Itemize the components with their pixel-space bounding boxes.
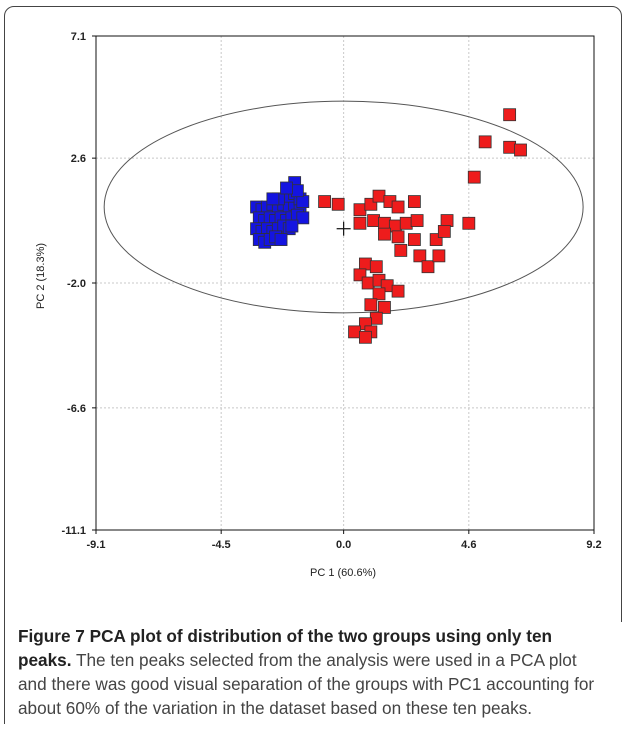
red-group-point bbox=[514, 143, 527, 157]
red-group-point bbox=[372, 189, 386, 203]
red-group-point bbox=[432, 249, 446, 263]
red-group-point bbox=[407, 195, 421, 208]
red-group-point bbox=[437, 225, 451, 238]
red-group-point bbox=[359, 257, 372, 271]
red-group-point bbox=[318, 195, 331, 208]
y-tick-label: 2.6 bbox=[71, 153, 86, 165]
red-group-point bbox=[378, 227, 391, 241]
x-tick-label: 4.6 bbox=[461, 539, 476, 551]
red-group-point bbox=[413, 249, 427, 263]
y-tick-label: -11.1 bbox=[62, 525, 86, 537]
red-group-point bbox=[361, 276, 375, 290]
pca-scatter-chart: 7.1 2.6 -2.0 -6.6 -11.1 -9.1 -4.5 0.0 4.6 9.2 PC… bbox=[35, 31, 602, 579]
red-group-point bbox=[353, 203, 367, 217]
caption-body: The ten peaks selected from the analysis… bbox=[18, 650, 595, 718]
red-group-point bbox=[331, 197, 345, 211]
red-group-point bbox=[407, 233, 421, 246]
blue-group-point bbox=[296, 211, 310, 225]
red-group-point bbox=[478, 135, 492, 149]
x-axis-label: PC 1 (60.6%) bbox=[310, 567, 376, 579]
red-group-point bbox=[394, 244, 408, 257]
figure-caption: Figure 7 PCA plot of distribution of the… bbox=[18, 624, 608, 720]
red-group-point bbox=[467, 170, 481, 184]
red-group-point bbox=[410, 214, 424, 227]
red-group-point bbox=[503, 140, 517, 154]
red-group-point bbox=[369, 311, 383, 325]
red-group-point bbox=[353, 216, 367, 230]
blue-group-point bbox=[266, 192, 280, 206]
red-group-point bbox=[503, 108, 517, 122]
panel-bottom-mask bbox=[0, 622, 629, 733]
red-group-point bbox=[378, 216, 391, 230]
red-group-point bbox=[359, 330, 372, 344]
red-group-point bbox=[391, 230, 405, 244]
blue-group-point bbox=[280, 181, 293, 195]
centroid-cross bbox=[336, 221, 351, 236]
y-tick-label: -2.0 bbox=[67, 278, 86, 290]
y-axis-ticks: 7.1 2.6 -2.0 -6.6 -11.1 bbox=[62, 31, 96, 537]
red-group-point bbox=[399, 216, 413, 230]
red-group-point bbox=[364, 298, 378, 312]
red-group-point bbox=[372, 287, 386, 301]
red-group-point bbox=[348, 325, 361, 339]
x-tick-label: -4.5 bbox=[212, 539, 231, 551]
x-tick-label: -9.1 bbox=[87, 539, 106, 551]
y-axis-label: PC 2 (18.3%) bbox=[35, 243, 47, 309]
blue-group-point bbox=[296, 195, 310, 208]
caption-title: Figure 7 PCA plot of distribution of the… bbox=[18, 626, 553, 670]
grid-lines bbox=[96, 36, 594, 530]
x-tick-label: 0.0 bbox=[336, 539, 351, 551]
data-points bbox=[250, 108, 527, 344]
x-axis-ticks: -9.1 -4.5 0.0 4.6 9.2 bbox=[87, 530, 602, 551]
red-group-point bbox=[369, 260, 383, 274]
x-tick-label: 9.2 bbox=[586, 539, 601, 551]
blue-group-point bbox=[274, 233, 288, 246]
red-group-point bbox=[440, 214, 454, 227]
red-group-point bbox=[391, 284, 405, 298]
figure-panel bbox=[4, 6, 622, 728]
y-tick-label: -6.6 bbox=[67, 403, 86, 415]
red-group-point bbox=[391, 200, 405, 214]
red-group-point bbox=[367, 214, 380, 227]
panel-left-border bbox=[4, 620, 5, 724]
blue-group-point bbox=[285, 219, 299, 233]
red-group-point bbox=[388, 219, 402, 233]
red-group-point bbox=[462, 216, 476, 230]
blue-group-point bbox=[290, 184, 304, 198]
red-group-point bbox=[378, 301, 391, 314]
confidence-ellipse bbox=[103, 100, 584, 314]
red-group-point bbox=[421, 260, 435, 274]
y-tick-label: 7.1 bbox=[71, 31, 86, 43]
